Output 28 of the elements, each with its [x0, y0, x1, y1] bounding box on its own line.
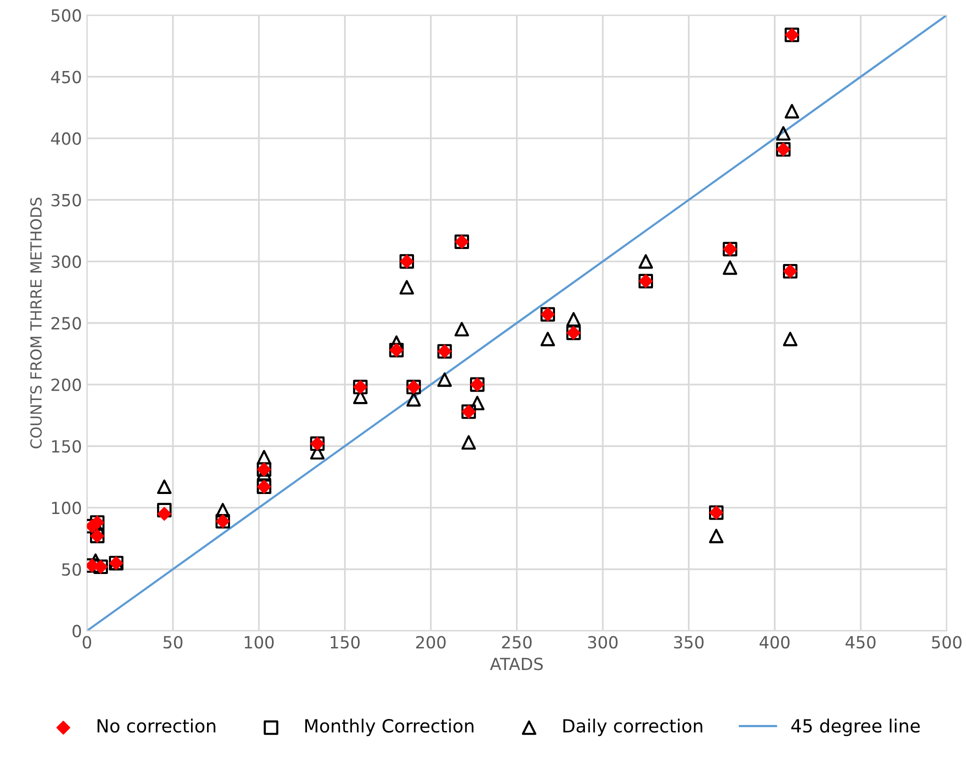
y-tick-label: 250	[51, 316, 81, 330]
legend-label: No correction	[98, 718, 216, 733]
y-tick-label: 450	[51, 70, 81, 84]
x-tick-label: 450	[846, 636, 876, 649]
x-tick-label: 0	[82, 636, 92, 649]
y-tick-label: 50	[62, 563, 81, 576]
x-tick-label: 500	[932, 636, 962, 649]
x-tick-label: 350	[674, 636, 704, 649]
x-tick-label: 250	[502, 636, 532, 649]
legend-label: Monthly Correction	[305, 718, 474, 736]
y-tick-label: 500	[52, 9, 81, 22]
x-tick-label: 100	[244, 636, 274, 649]
y-tick-label: 100	[52, 502, 81, 514]
y-tick-label: 400	[51, 132, 81, 145]
y-tick-label: 0	[72, 624, 81, 638]
legend-label: 45 degree line	[791, 718, 920, 736]
x-axis-title: ATADS	[490, 658, 543, 670]
y-tick-label: 350	[52, 194, 81, 206]
x-tick-label: 300	[588, 636, 618, 649]
y-axis-title: COUNTS FROM THRRE METHODS	[30, 198, 42, 448]
x-tick-label: 50	[164, 636, 182, 649]
y-tick-label: 150	[52, 440, 81, 453]
y-tick-label: 300	[52, 255, 81, 268]
x-tick-label: 200	[416, 636, 446, 649]
legend-label: Daily correction	[563, 718, 702, 736]
x-tick-label: 150	[330, 636, 360, 649]
y-tick-label: 200	[51, 378, 81, 392]
x-tick-label: 400	[760, 636, 790, 649]
